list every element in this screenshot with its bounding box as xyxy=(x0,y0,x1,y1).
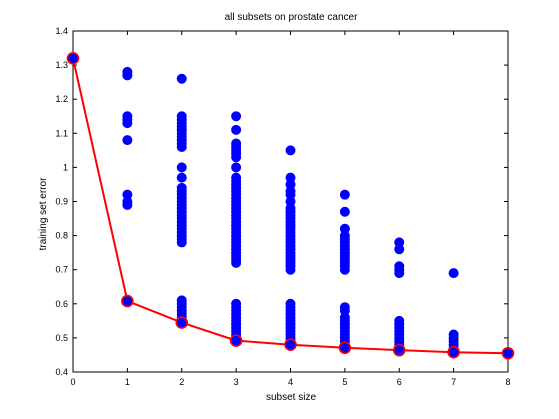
x-axis-label: subset size xyxy=(266,392,316,403)
scatter-point xyxy=(176,73,187,84)
scatter-point xyxy=(339,264,350,275)
scatter-point xyxy=(122,118,133,129)
chart-title: all subsets on prostate cancer xyxy=(225,12,359,23)
best-subset-point xyxy=(338,341,352,355)
x-tick-label: 7 xyxy=(451,377,456,387)
best-subset-point xyxy=(501,346,515,360)
y-tick-label: 1.4 xyxy=(55,26,68,36)
x-tick-label: 8 xyxy=(505,377,510,387)
scatter-point xyxy=(231,152,242,163)
plot-area: 0 1 2 3 4 5 6 7 8 0.4 0.5 0.6 0.7 0.8 0.9 1 1.1 1.2 1.3 1.4 xyxy=(55,26,515,387)
scatter-point xyxy=(285,264,296,275)
y-tick-label: 0.5 xyxy=(55,333,68,343)
y-tick-label: 1.2 xyxy=(55,94,68,104)
x-tick-label: 3 xyxy=(234,377,239,387)
y-tick-label: 0.9 xyxy=(55,197,68,207)
best-subset-point xyxy=(66,51,80,65)
scatter-point xyxy=(176,141,187,152)
y-tick-label: 0.4 xyxy=(55,367,68,377)
scatter-point xyxy=(122,70,133,81)
scatter-point xyxy=(122,199,133,210)
x-tick-label: 2 xyxy=(179,377,184,387)
best-subset-point xyxy=(284,338,297,352)
best-subset-point xyxy=(175,316,189,329)
scatter-point xyxy=(176,237,187,248)
scatter-point xyxy=(339,189,350,200)
y-tick-label: 1 xyxy=(63,162,68,172)
x-tick-label: 6 xyxy=(397,377,402,387)
scatter-point xyxy=(231,257,242,268)
best-subset-point xyxy=(121,294,134,308)
scatter-point xyxy=(231,162,242,173)
scatter-point xyxy=(285,145,296,156)
y-tick-label: 0.7 xyxy=(55,265,68,275)
scatter-point xyxy=(176,162,187,173)
y-tick-label: 1.3 xyxy=(55,60,68,70)
scatter-point xyxy=(448,268,459,279)
y-tick-label: 1.1 xyxy=(55,128,68,138)
y-tick-label: 0.6 xyxy=(55,299,68,309)
scatter-point xyxy=(394,268,405,279)
scatter-point xyxy=(176,172,187,183)
y-axis-label: training set error xyxy=(38,177,49,250)
scatter-point xyxy=(231,111,242,122)
x-tick-label: 5 xyxy=(342,377,347,387)
best-subset-point xyxy=(392,343,406,357)
x-tick-label: 0 xyxy=(70,377,75,387)
scatter-point xyxy=(122,135,133,146)
best-subset-point xyxy=(447,345,460,359)
scatter-point xyxy=(394,244,405,255)
best-subset-point xyxy=(229,334,243,347)
scatter-point xyxy=(231,124,242,135)
x-tick-label: 4 xyxy=(288,377,293,387)
scatter-point xyxy=(339,206,350,217)
x-tick-label: 1 xyxy=(125,377,130,387)
y-tick-label: 0.8 xyxy=(55,231,68,241)
